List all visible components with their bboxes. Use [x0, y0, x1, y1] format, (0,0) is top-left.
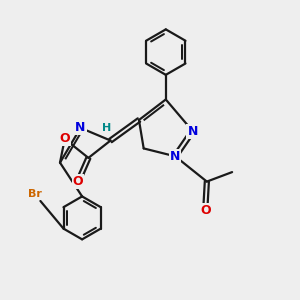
- Text: N: N: [170, 150, 181, 163]
- Text: N: N: [75, 122, 86, 134]
- Text: O: O: [200, 203, 211, 217]
- Text: O: O: [73, 175, 83, 188]
- Text: H: H: [102, 123, 111, 133]
- Text: Br: Br: [28, 189, 42, 199]
- Text: O: O: [59, 132, 70, 146]
- Text: N: N: [188, 124, 198, 138]
